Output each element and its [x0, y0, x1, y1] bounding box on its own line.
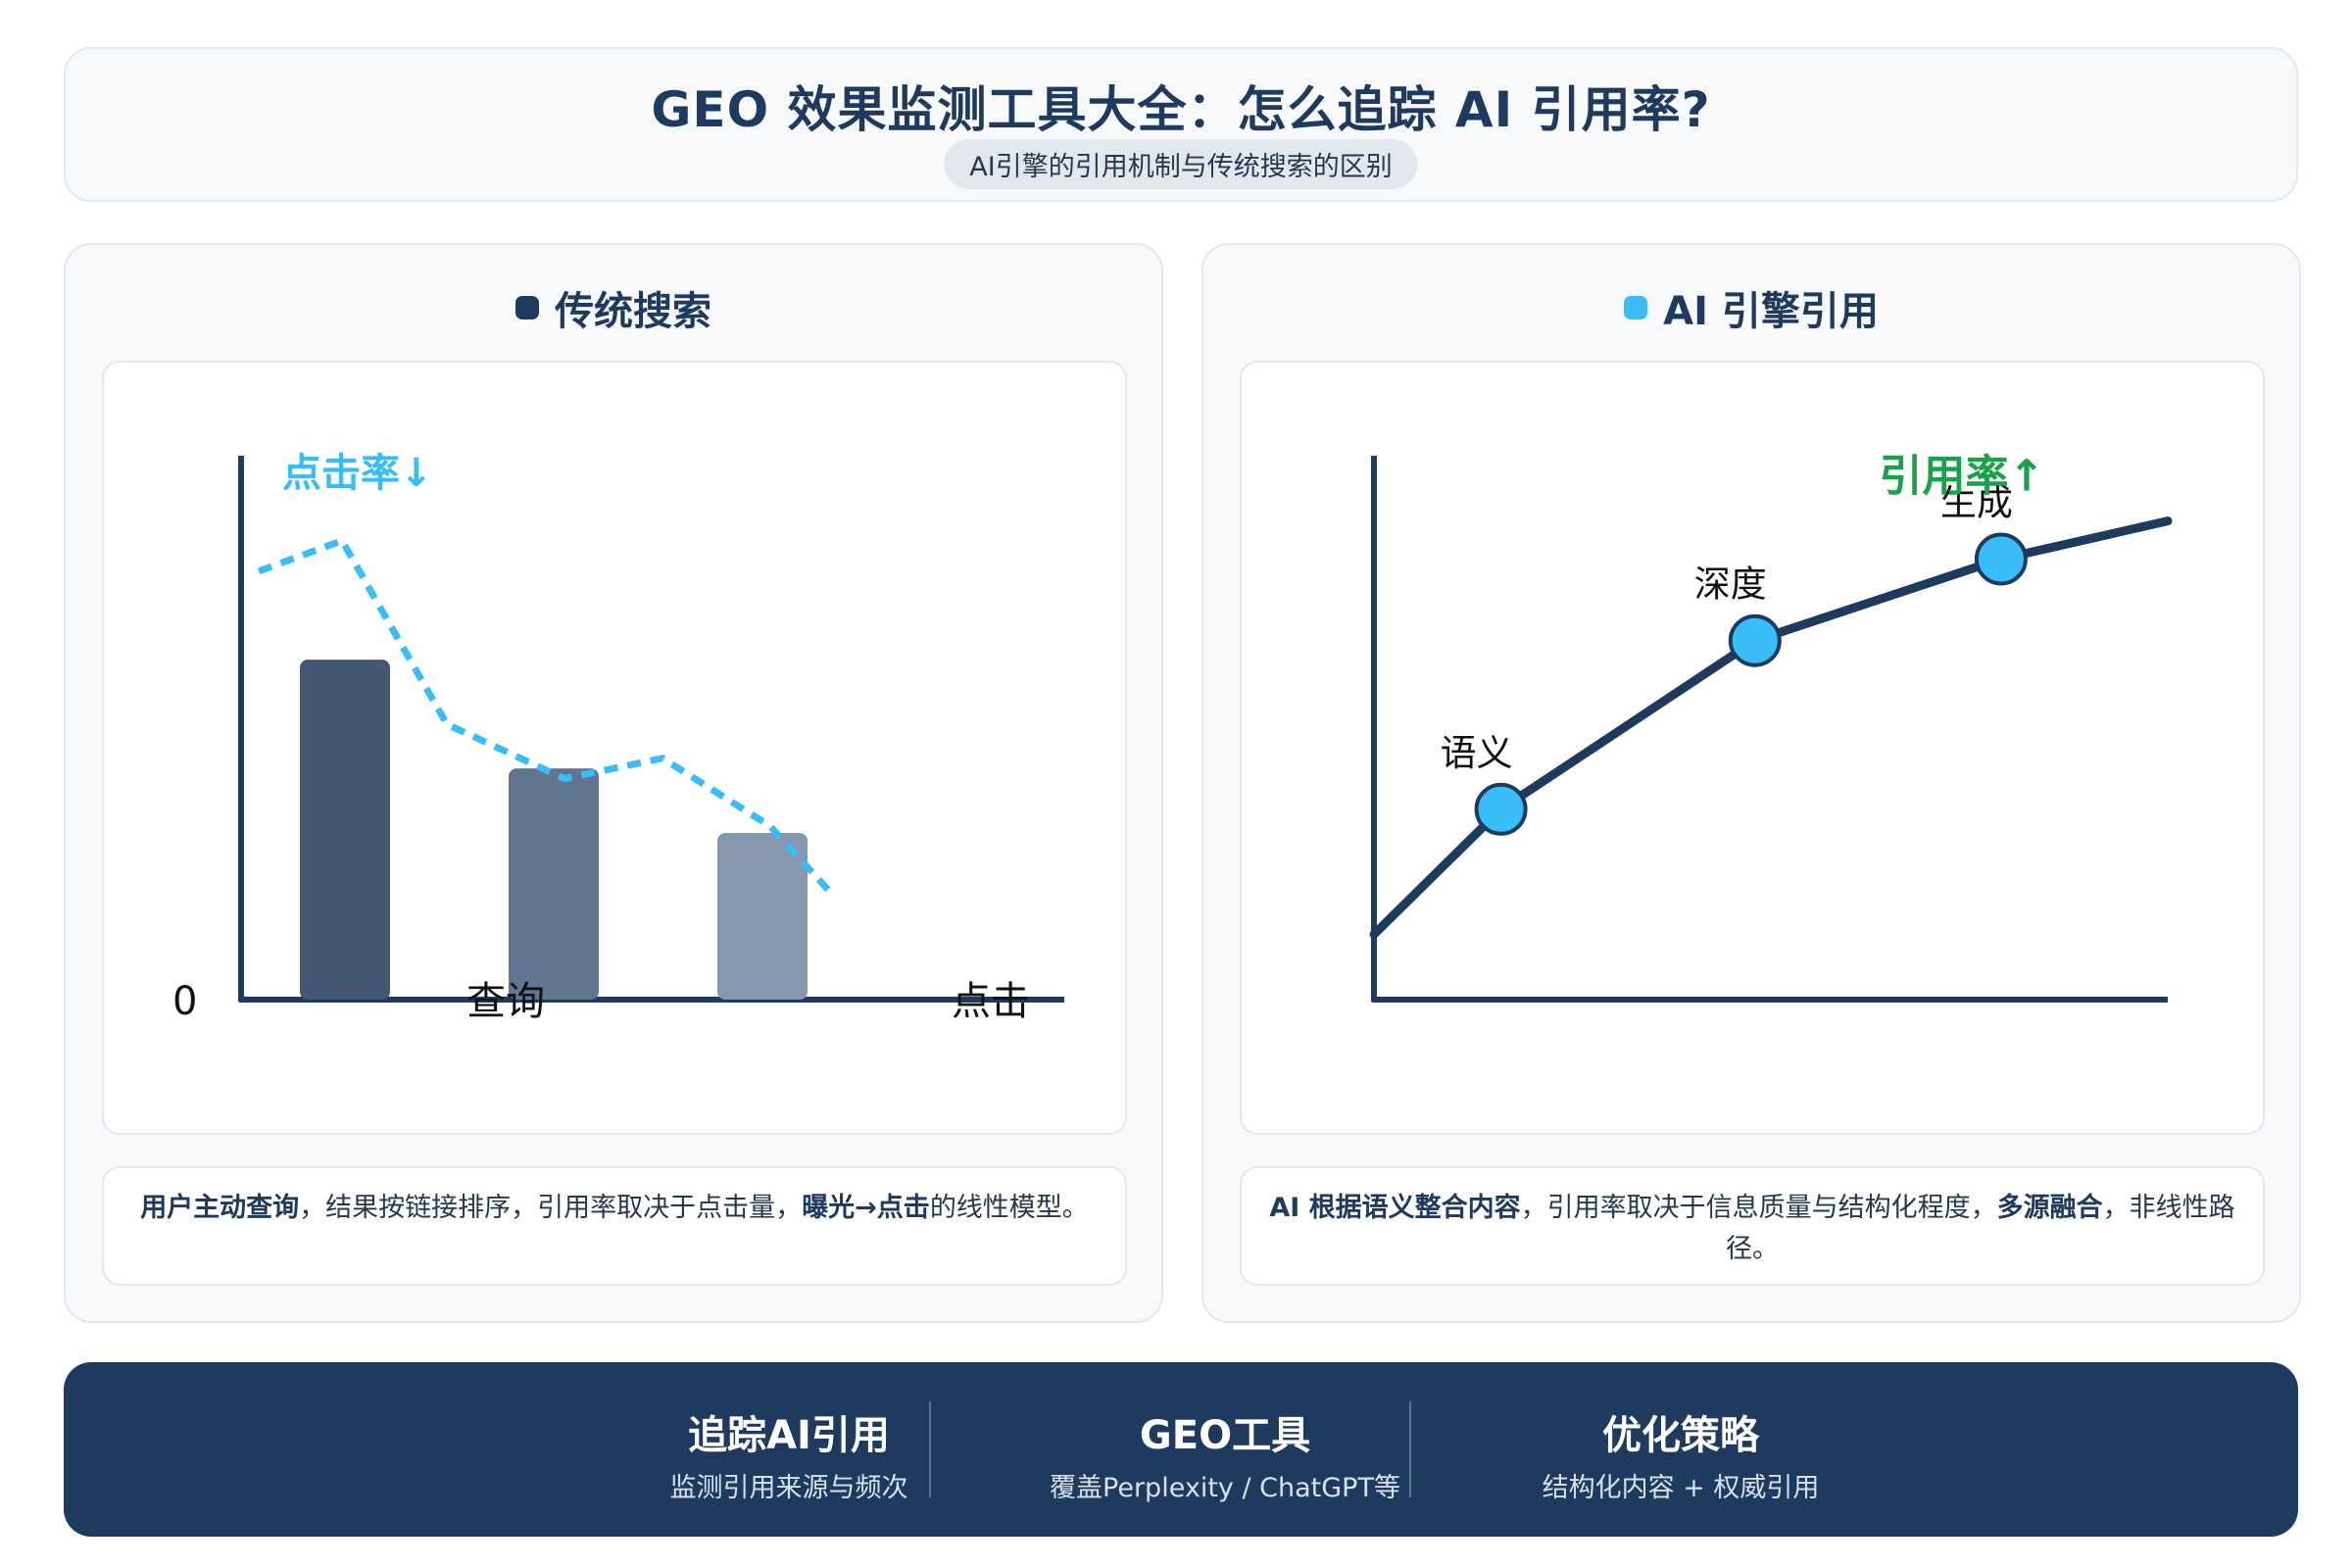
desc-text-2: ，非线性路径。 — [1726, 1193, 2235, 1264]
bar — [717, 833, 808, 1000]
click-rate-dashed-line — [257, 536, 832, 894]
origin-tick-label: 0 — [172, 979, 197, 1024]
blue-dot-icon — [1624, 296, 1648, 319]
desc-bold-2: 曝光→点击 — [802, 1193, 930, 1223]
navy-dot-icon — [515, 296, 539, 319]
panel-description: AI 根据语义整合内容，引用率取决于信息质量与结构化程度，多源融合，非线性路径。 — [1240, 1166, 2265, 1286]
desc-text-1: ，结果按链接排序，引用率取决于点击量， — [299, 1193, 803, 1223]
panel-header: 传统搜索 — [66, 280, 1161, 335]
line-chart-card: 语义 深度 生成 引用率↑ — [1240, 361, 2265, 1135]
traditional-search-panel: 传统搜索 点击率↓ 0 查询 点击 用户主动查询，结果按链接排序，引用率取决于点击量，… — [64, 243, 1163, 1323]
feature-title: GEO工具 — [1139, 1413, 1311, 1458]
data-point — [1474, 782, 1528, 836]
panel-title: AI 引擎引用 — [1663, 289, 1879, 334]
citation-rate-annotation: 引用率↑ — [1879, 451, 2044, 501]
feature-track-ai: 追踪AI引用 监测引用来源与频次 — [573, 1362, 1004, 1537]
page-subtitle-pill: AI引擎的引用机制与传统搜索的区别 — [944, 139, 1418, 189]
data-point — [1974, 532, 2028, 586]
bar — [509, 768, 599, 1000]
feature-subtitle: 结构化内容 + 权威引用 — [1542, 1473, 1820, 1503]
citation-rate-line — [1369, 516, 2173, 939]
ai-engine-panel: AI 引擎引用 语义 深度 生成 引用率↑ AI 根据语义整合内容，引用率取决于信息质… — [1201, 243, 2301, 1323]
data-point — [1728, 613, 1782, 667]
feature-title: 优化策略 — [1602, 1413, 1759, 1458]
point-label: 深度 — [1694, 564, 1767, 606]
divider — [1409, 1401, 1411, 1497]
click-rate-label: 点击率↓ — [282, 451, 433, 496]
x-axis-label: 查询 — [466, 979, 545, 1024]
divider — [929, 1401, 931, 1497]
bar — [300, 660, 390, 1000]
bar-chart-card: 点击率↓ 0 查询 点击 — [102, 361, 1127, 1135]
point-label: 语义 — [1441, 732, 1513, 774]
panel-title: 传统搜索 — [555, 289, 711, 334]
x-axis-end-label: 点击 — [952, 979, 1030, 1024]
desc-bold-1: 用户主动查询 — [140, 1193, 300, 1223]
feature-subtitle: 监测引用来源与频次 — [669, 1473, 908, 1503]
panel-description: 用户主动查询，结果按链接排序，引用率取决于点击量，曝光→点击的线性模型。 — [102, 1166, 1127, 1286]
desc-bold-1: AI 根据语义整合内容 — [1269, 1193, 1521, 1223]
feature-optimization: 优化策略 结构化内容 + 权威引用 — [1465, 1362, 1896, 1537]
desc-text-1: ，引用率取决于信息质量与结构化程度， — [1520, 1193, 1997, 1223]
desc-bold-2: 多源融合 — [1996, 1193, 2103, 1223]
summary-banner: 追踪AI引用 监测引用来源与频次 GEO工具 覆盖Perplexity / Ch… — [64, 1362, 2298, 1537]
feature-subtitle: 覆盖Perplexity / ChatGPT等 — [1050, 1473, 1400, 1503]
feature-title: 追踪AI引用 — [688, 1413, 890, 1458]
feature-geo-tools: GEO工具 覆盖Perplexity / ChatGPT等 — [1009, 1362, 1441, 1537]
header-card: GEO 效果监测工具大全：怎么追踪 AI 引用率? AI引擎的引用机制与传统搜索… — [64, 47, 2298, 202]
page-title: GEO 效果监测工具大全：怎么追踪 AI 引用率? — [651, 81, 1711, 138]
traditional-search-chart: 点击率↓ 0 查询 点击 — [172, 451, 1064, 1024]
desc-text-2: 的线性模型。 — [929, 1193, 1089, 1223]
point-label: 生成 — [1940, 481, 2013, 523]
panel-header: AI 引擎引用 — [1203, 280, 2299, 335]
